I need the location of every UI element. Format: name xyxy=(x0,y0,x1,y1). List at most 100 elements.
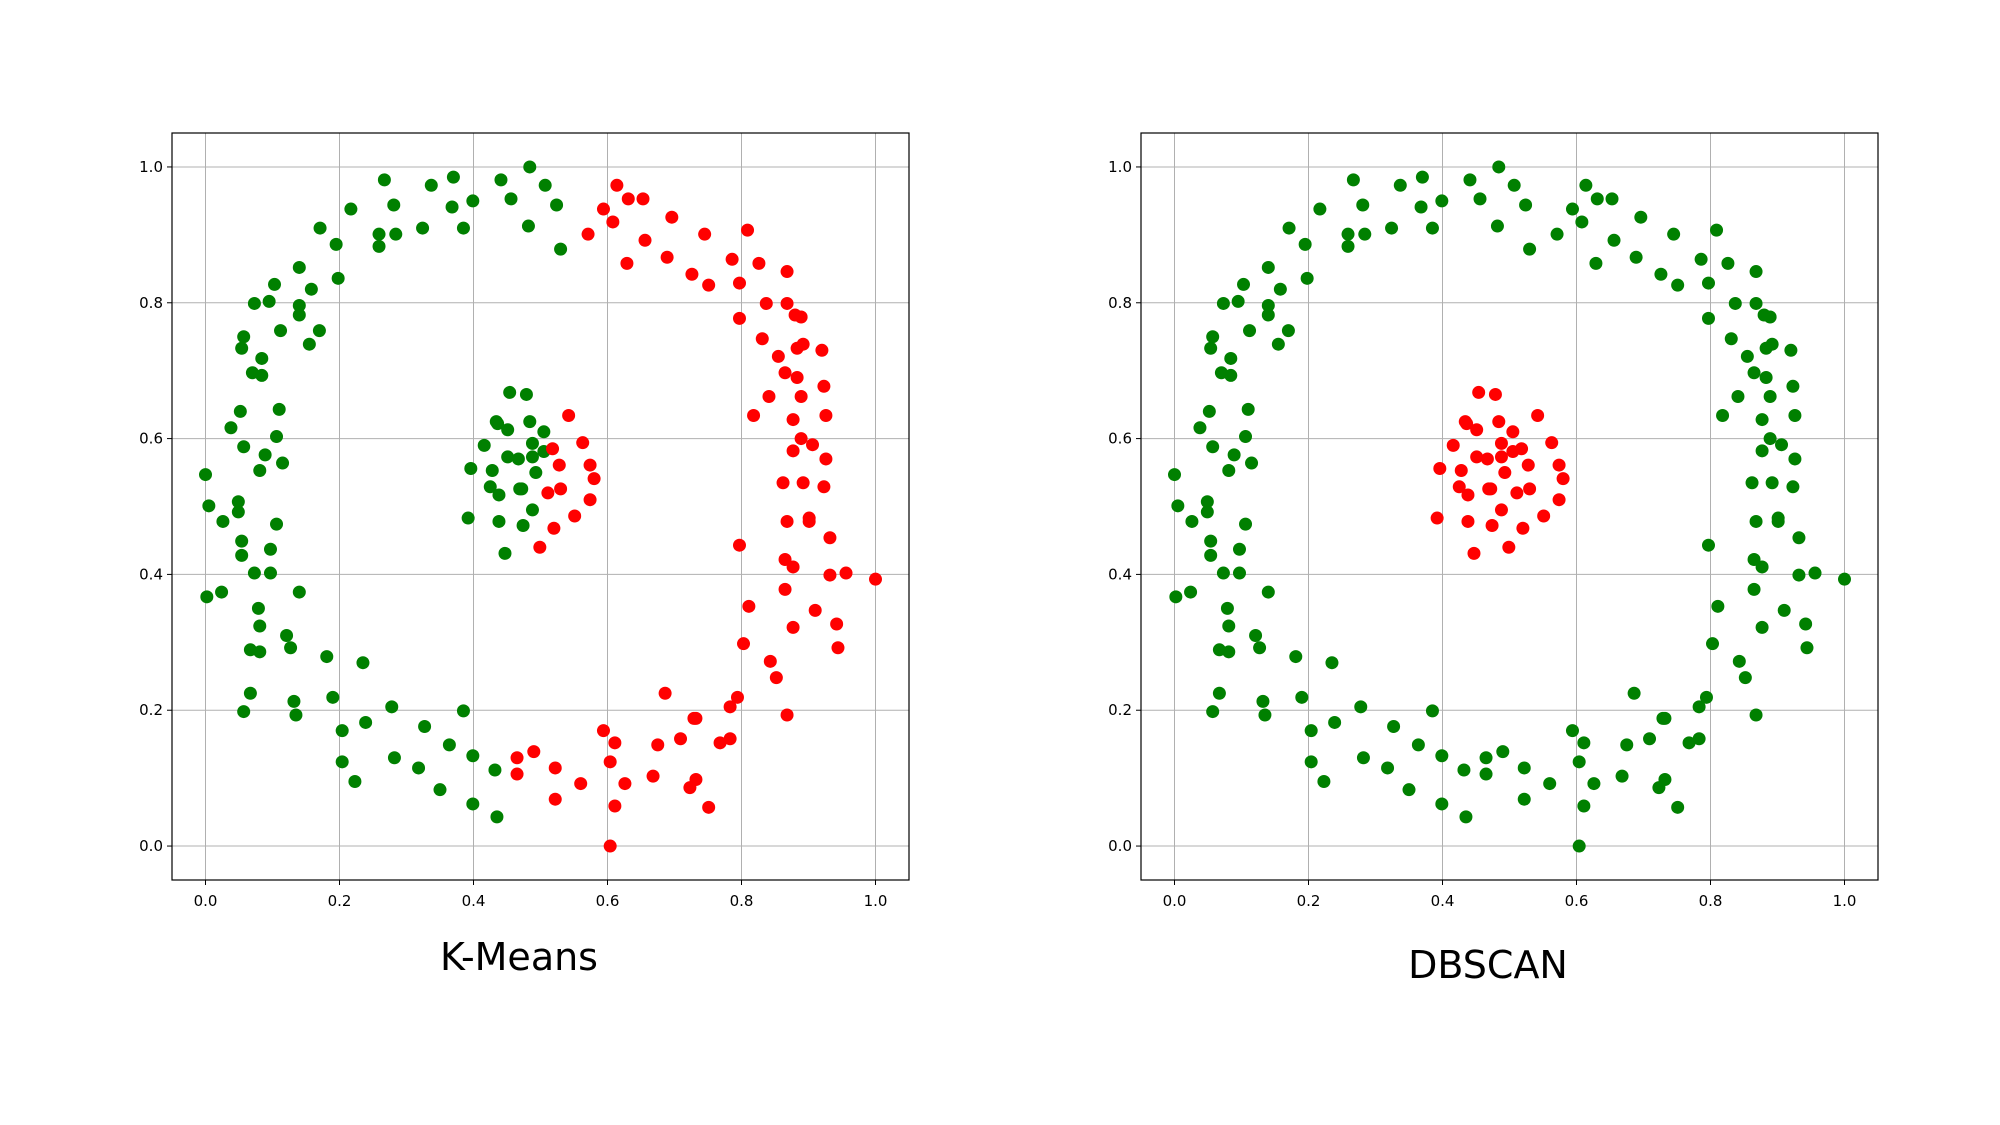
dbscan-data-point xyxy=(1605,192,1619,206)
kmeans-data-point xyxy=(581,227,595,241)
kmeans-data-point xyxy=(583,493,597,507)
dbscan-data-point xyxy=(1435,194,1449,208)
dbscan-data-point xyxy=(1216,296,1230,310)
dbscan-data-point xyxy=(1430,511,1444,525)
kmeans-y-tick-label: 0.4 xyxy=(139,565,163,583)
kmeans-data-point xyxy=(651,738,665,752)
dbscan-axes-frame xyxy=(1140,132,1879,881)
kmeans-data-point xyxy=(329,237,343,251)
kmeans-data-point xyxy=(763,654,777,668)
dbscan-x-tick-label: 0.4 xyxy=(1431,892,1455,910)
kmeans-x-tick-label: 0.2 xyxy=(328,892,352,910)
dbscan-data-point xyxy=(1732,654,1746,668)
dbscan-data-point xyxy=(1480,452,1494,466)
kmeans-data-point xyxy=(713,736,727,750)
kmeans-y-tick-label: 0.0 xyxy=(139,837,163,855)
dbscan-data-point xyxy=(1241,402,1255,416)
dbscan-data-point xyxy=(1590,192,1604,206)
kmeans-data-point xyxy=(515,482,529,496)
dbscan-data-point xyxy=(1467,546,1481,560)
kmeans-data-point xyxy=(596,724,610,738)
dbscan-data-point xyxy=(1206,705,1220,719)
kmeans-data-point xyxy=(202,499,216,513)
kmeans-data-point xyxy=(702,278,716,292)
dbscan-data-point xyxy=(1692,700,1706,714)
kmeans-data-point xyxy=(610,178,624,192)
kmeans-data-point xyxy=(794,310,808,324)
dbscan-data-point xyxy=(1216,566,1230,580)
kmeans-x-tick-label: 0.0 xyxy=(194,892,218,910)
dbscan-data-point xyxy=(1799,617,1813,631)
kmeans-data-point xyxy=(755,332,769,346)
dbscan-y-tick-label: 0.6 xyxy=(1108,430,1132,448)
dbscan-data-point xyxy=(1506,425,1520,439)
dbscan-y-tick-label: 0.8 xyxy=(1108,294,1132,312)
kmeans-data-point xyxy=(823,568,837,582)
dbscan-data-point xyxy=(1282,221,1296,235)
kmeans-data-point xyxy=(389,227,403,241)
dbscan-data-point xyxy=(1385,221,1399,235)
dbscan-data-point xyxy=(1281,324,1295,338)
kmeans-axes-frame xyxy=(171,132,910,881)
kmeans-data-point xyxy=(237,705,251,719)
kmeans-data-point xyxy=(723,700,737,714)
kmeans-data-point xyxy=(830,617,844,631)
kmeans-data-point xyxy=(794,389,808,403)
dbscan-data-point xyxy=(1402,783,1416,797)
kmeans-data-point xyxy=(456,704,470,718)
kmeans-data-point xyxy=(292,298,306,312)
dbscan-data-point xyxy=(1788,452,1802,466)
dbscan-data-point xyxy=(1435,749,1449,763)
kmeans-data-point xyxy=(387,751,401,765)
dbscan-data-point xyxy=(1492,160,1506,174)
dbscan-data-point xyxy=(1425,221,1439,235)
dbscan-data-point xyxy=(1193,421,1207,435)
dbscan-data-point xyxy=(1470,450,1484,464)
kmeans-data-point xyxy=(516,519,530,533)
kmeans-data-point xyxy=(583,458,597,472)
dbscan-data-point xyxy=(1607,233,1621,247)
dbscan-data-point xyxy=(1231,294,1245,308)
dbscan-data-point xyxy=(1239,517,1253,531)
dbscan-data-point xyxy=(1227,448,1241,462)
dbscan-data-point xyxy=(1627,686,1641,700)
kmeans-data-point xyxy=(762,389,776,403)
dbscan-data-point xyxy=(1232,542,1246,556)
dbscan-data-point xyxy=(1728,296,1742,310)
dbscan-data-point xyxy=(1577,736,1591,750)
kmeans-data-point xyxy=(608,799,622,813)
kmeans-data-point xyxy=(786,444,800,458)
dbscan-data-point xyxy=(1381,761,1395,775)
kmeans-data-point xyxy=(806,438,820,452)
dbscan-data-point xyxy=(1755,444,1769,458)
dbscan-data-point xyxy=(1261,308,1275,322)
dbscan-data-point xyxy=(1545,436,1559,450)
kmeans-data-point xyxy=(492,514,506,528)
dbscan-data-point xyxy=(1222,619,1236,633)
kmeans-data-point xyxy=(253,645,267,659)
dbscan-x-tick-label: 1.0 xyxy=(1833,892,1857,910)
dbscan-data-point xyxy=(1425,704,1439,718)
dbscan-data-point xyxy=(1261,260,1275,274)
kmeans-data-point xyxy=(839,566,853,580)
kmeans-data-point xyxy=(372,227,386,241)
dbscan-data-point xyxy=(1232,566,1246,580)
dbscan-data-point xyxy=(1239,430,1253,444)
kmeans-data-point xyxy=(732,276,746,290)
kmeans-data-point xyxy=(466,749,480,763)
kmeans-data-point xyxy=(387,198,401,212)
kmeans-data-point xyxy=(494,173,508,187)
dbscan-data-point xyxy=(1763,432,1777,446)
kmeans-data-point xyxy=(274,324,288,338)
dbscan-data-point xyxy=(1341,239,1355,253)
dbscan-data-point xyxy=(1220,601,1234,615)
kmeans-data-point xyxy=(491,417,505,431)
dbscan-y-tick-label: 0.0 xyxy=(1108,837,1132,855)
kmeans-data-point xyxy=(477,438,491,452)
dbscan-data-point xyxy=(1521,458,1535,472)
dbscan-data-point xyxy=(1304,755,1318,769)
dbscan-data-point xyxy=(1463,173,1477,187)
kmeans-data-point xyxy=(618,777,632,791)
kmeans-data-point xyxy=(483,480,497,494)
kmeans-data-point xyxy=(510,751,524,765)
